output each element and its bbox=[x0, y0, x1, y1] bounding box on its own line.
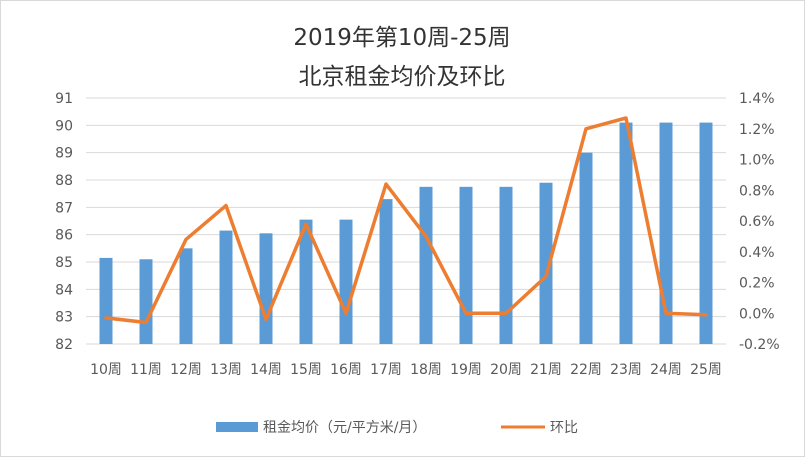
legend: 租金均价（元/平方米/月） 环比 bbox=[216, 420, 578, 436]
x-tick-label: 19周 bbox=[450, 362, 482, 378]
x-tick-label: 24周 bbox=[650, 362, 682, 378]
right-tick-label: 0.2% bbox=[739, 276, 775, 292]
bar-rent-10周 bbox=[99, 257, 113, 344]
point-mom-16周 bbox=[344, 311, 348, 315]
bar-rent-12周 bbox=[179, 248, 193, 344]
right-tick-label: 1.0% bbox=[739, 153, 775, 169]
point-mom-20周 bbox=[504, 311, 508, 315]
legend-swatch-rent bbox=[216, 422, 258, 432]
point-mom-25周 bbox=[704, 313, 708, 317]
chart-title: 2019年第10周-25周 bbox=[293, 25, 510, 51]
right-tick-label: 1.4% bbox=[739, 91, 775, 107]
point-mom-22周 bbox=[584, 127, 588, 131]
bar-rent-21周 bbox=[539, 182, 553, 344]
bar-rent-25周 bbox=[699, 122, 713, 344]
x-tick-label: 21周 bbox=[530, 362, 562, 378]
gridlines bbox=[86, 97, 726, 345]
right-tick-label: 0.4% bbox=[739, 245, 775, 261]
x-axis: 10周 11周 12周 13周 14周 15周 16周 17周 18周 19周 20周 21周 22周 2… bbox=[90, 362, 722, 378]
left-tick-label: 91 bbox=[55, 91, 73, 107]
bar-series bbox=[99, 122, 713, 344]
legend-label-rent: 租金均价（元/平方米/月） bbox=[263, 420, 426, 436]
point-mom-12周 bbox=[184, 237, 188, 241]
point-mom-18周 bbox=[424, 234, 428, 238]
point-mom-23周 bbox=[624, 116, 628, 120]
bar-rent-13周 bbox=[219, 230, 233, 344]
x-tick-label: 12周 bbox=[170, 362, 202, 378]
x-tick-label: 18周 bbox=[410, 362, 442, 378]
point-mom-19周 bbox=[464, 311, 468, 315]
x-tick-label: 17周 bbox=[370, 362, 402, 378]
point-mom-14周 bbox=[264, 317, 268, 321]
point-mom-24周 bbox=[664, 311, 668, 315]
x-tick-label: 15周 bbox=[290, 362, 322, 378]
x-tick-label: 16周 bbox=[330, 362, 362, 378]
left-axis: 82 83 84 85 86 87 88 89 90 91 bbox=[55, 91, 73, 353]
bar-rent-15周 bbox=[299, 219, 313, 344]
legend-label-mom: 环比 bbox=[550, 420, 578, 436]
bar-rent-17周 bbox=[379, 199, 393, 344]
right-tick-label: 0.0% bbox=[739, 306, 775, 322]
line-series bbox=[104, 116, 708, 325]
x-tick-label: 22周 bbox=[570, 362, 602, 378]
bar-rent-11周 bbox=[139, 259, 153, 344]
point-mom-10周 bbox=[104, 316, 108, 320]
bar-rent-19周 bbox=[459, 186, 473, 344]
left-tick-label: 85 bbox=[55, 255, 73, 271]
x-tick-label: 11周 bbox=[130, 362, 162, 378]
point-mom-17周 bbox=[384, 182, 388, 186]
point-mom-11周 bbox=[144, 320, 148, 324]
left-tick-label: 88 bbox=[55, 173, 73, 189]
bar-rent-18周 bbox=[419, 186, 433, 344]
x-tick-label: 10周 bbox=[90, 362, 122, 378]
right-tick-label: 0.8% bbox=[739, 183, 775, 199]
left-tick-label: 84 bbox=[55, 282, 73, 298]
left-tick-label: 86 bbox=[55, 228, 73, 244]
point-mom-13周 bbox=[224, 204, 228, 208]
x-tick-label: 25周 bbox=[690, 362, 722, 378]
right-tick-label: -0.2% bbox=[739, 337, 780, 353]
left-tick-label: 82 bbox=[55, 337, 73, 353]
point-mom-15周 bbox=[304, 222, 308, 226]
left-tick-label: 90 bbox=[55, 118, 73, 134]
x-tick-label: 14周 bbox=[250, 362, 282, 378]
bar-rent-20周 bbox=[499, 186, 513, 344]
right-tick-label: 1.2% bbox=[739, 122, 775, 138]
left-tick-label: 89 bbox=[55, 146, 73, 162]
right-tick-label: 0.6% bbox=[739, 214, 775, 230]
bar-rent-16周 bbox=[339, 219, 353, 344]
bar-rent-22周 bbox=[579, 152, 593, 344]
right-axis: -0.2% 0.0% 0.2% 0.4% 0.6% 0.8% 1.0% 1.2% 1.4% bbox=[739, 91, 780, 353]
line-mom bbox=[104, 116, 708, 325]
chart-subtitle: 北京租金均价及环比 bbox=[299, 64, 506, 90]
bar-rent-23周 bbox=[619, 122, 633, 344]
left-tick-label: 87 bbox=[55, 200, 73, 216]
x-tick-label: 13周 bbox=[210, 362, 242, 378]
x-tick-label: 23周 bbox=[610, 362, 642, 378]
bar-rent-14周 bbox=[259, 233, 273, 344]
bar-rent-24周 bbox=[659, 122, 673, 344]
left-tick-label: 83 bbox=[55, 310, 73, 326]
x-tick-label: 20周 bbox=[490, 362, 522, 378]
point-mom-21周 bbox=[544, 274, 548, 278]
